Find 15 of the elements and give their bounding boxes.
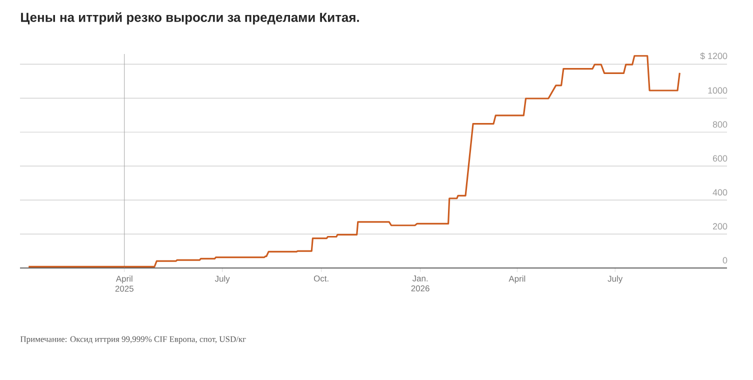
y-tick-label: 0 — [722, 257, 728, 264]
y-tick-label: 800 — [712, 121, 728, 128]
x-tick-label: Jan. 2026 — [411, 276, 430, 292]
y-tick-label: $ 1200 — [700, 52, 728, 60]
y-tick-label: 600 — [712, 155, 728, 162]
y-tick-label: 1000 — [708, 87, 728, 94]
x-tick-label: April 2025 — [115, 276, 134, 292]
x-tick-label: July — [608, 276, 623, 284]
x-tick-label: April — [508, 276, 526, 284]
y-tick-label: 400 — [712, 189, 728, 196]
chart-title: Цены на иттрий резко выросли за пределами Китая. — [21, 12, 359, 25]
x-tick-label: Oct. — [314, 276, 328, 282]
x-tick-label: July — [214, 276, 230, 284]
text: Примечание: Оксид иттрия 99,999% CIF Европа, спот, USD/кг — [20, 336, 246, 344]
y-tick-label: 200 — [712, 223, 728, 230]
